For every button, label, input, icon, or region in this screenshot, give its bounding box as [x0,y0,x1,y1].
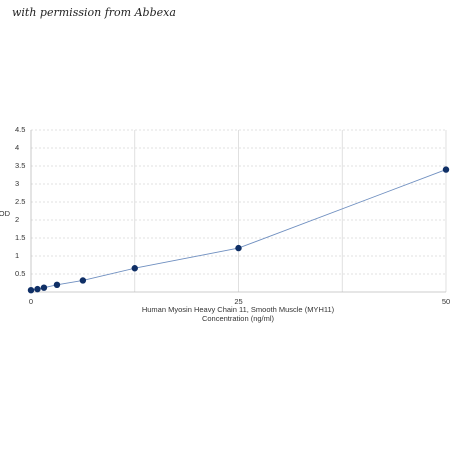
y-tick-label: 4 [15,143,19,152]
data-point [79,277,87,284]
data-point [34,285,41,293]
y-tick-label: 2 [15,215,19,224]
y-tick-label: 0.5 [15,269,25,278]
data-point [40,284,48,291]
data-point [442,166,450,173]
x-tick-label: 25 [234,297,242,306]
y-tick-label: 3 [15,179,19,188]
data-point [53,281,61,288]
grid-lines [31,129,447,292]
y-tick-label: 4.5 [15,125,25,134]
series [27,166,450,294]
data-point [235,244,242,252]
y-tick-label: 3.5 [15,161,25,170]
data-point [27,287,35,294]
x-tick-label: 0 [29,297,33,306]
y-axis-label: OD [0,209,11,218]
y-tick-label: 1 [15,251,19,260]
x-tick-label: 50 [442,297,450,306]
y-tick-labels: 0.5 1 1.5 2 2.5 3 3.5 4 4.5 [15,125,25,278]
x-tick-labels: 0 25 50 [29,297,450,306]
watermark-text: with permission from Abbexa [12,6,176,19]
x-axis-label-line1: Human Myosin Heavy Chain 11, Smooth Musc… [142,305,335,314]
y-tick-label: 2.5 [15,197,25,206]
data-point [131,265,138,272]
x-axis-label-line2: Concentration (ng/ml) [202,314,275,323]
y-tick-label: 1.5 [15,233,25,242]
axes [30,130,446,293]
